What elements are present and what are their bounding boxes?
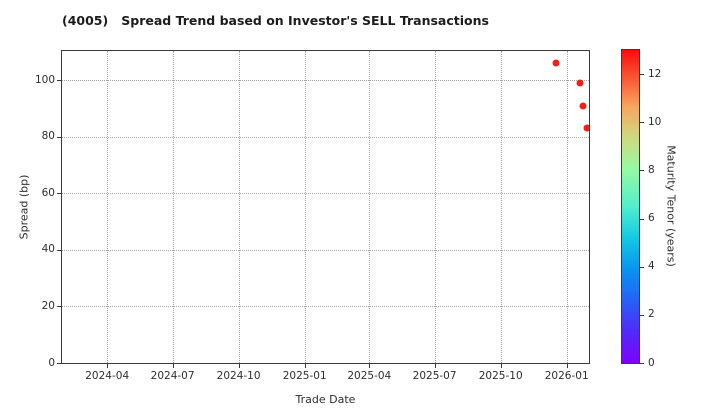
x-tick-mark	[107, 364, 109, 368]
y-gridline	[62, 249, 589, 251]
x-gridline	[172, 51, 174, 363]
y-tick-label: 60	[41, 186, 55, 199]
y-gridline	[62, 80, 589, 82]
x-tick-label: 2024-10	[216, 370, 261, 382]
x-tick-mark	[172, 364, 174, 368]
plot-area	[61, 50, 590, 364]
x-axis-label: Trade Date	[295, 393, 356, 406]
colorbar-tick-label: 0	[648, 356, 655, 369]
y-tick-label: 100	[34, 73, 55, 86]
y-tick-mark	[57, 193, 61, 195]
x-gridline	[304, 51, 306, 363]
y-gridline	[62, 136, 589, 138]
y-tick-label: 40	[41, 243, 55, 256]
x-tick-label: 2025-04	[347, 370, 392, 382]
x-tick-label: 2026-01	[544, 370, 589, 382]
x-gridline	[238, 51, 240, 363]
scatter-point	[552, 59, 560, 67]
colorbar-tick-mark	[640, 122, 644, 124]
x-tick-label: 2024-07	[150, 370, 195, 382]
colorbar-tick-mark	[640, 363, 644, 364]
x-tick-mark	[566, 364, 568, 368]
scatter-point	[576, 79, 584, 87]
colorbar-tick-label: 4	[648, 260, 655, 273]
colorbar-tick-mark	[640, 170, 644, 172]
x-gridline	[434, 51, 436, 363]
x-tick-mark	[369, 364, 371, 368]
y-tick-mark	[57, 80, 61, 82]
colorbar-tick-mark	[640, 74, 644, 76]
y-tick-mark	[57, 136, 61, 138]
x-tick-label: 2025-01	[282, 370, 327, 382]
y-tick-mark	[57, 249, 61, 251]
y-tick-label: 20	[41, 299, 55, 312]
x-gridline	[566, 51, 568, 363]
x-tick-label: 2024-04	[85, 370, 130, 382]
x-tick-label: 2025-10	[478, 370, 523, 382]
y-tick-label: 80	[41, 130, 55, 143]
x-tick-mark	[238, 364, 240, 368]
colorbar-tick-mark	[640, 266, 644, 268]
y-tick-label: 0	[48, 356, 55, 369]
x-tick-mark	[500, 364, 502, 368]
colorbar-tick-mark	[640, 314, 644, 316]
scatter-point	[579, 102, 587, 110]
colorbar-tick-label: 6	[648, 212, 655, 224]
x-tick-mark	[304, 364, 306, 368]
scatter-point	[583, 124, 589, 132]
x-tick-label: 2025-07	[412, 370, 457, 382]
y-gridline	[62, 193, 589, 195]
colorbar-tick-label: 10	[648, 115, 662, 128]
x-gridline	[107, 51, 109, 363]
x-tick-mark	[434, 364, 436, 368]
colorbar-tick-label: 2	[648, 308, 655, 321]
colorbar-tick-label: 12	[648, 67, 662, 80]
x-gridline	[500, 51, 502, 363]
y-tick-mark	[57, 363, 61, 364]
chart-title: (4005) Spread Trend based on Investor's …	[62, 13, 489, 28]
y-axis-label: Spread (bp)	[17, 174, 31, 240]
colorbar-tick-mark	[640, 218, 644, 220]
y-tick-mark	[57, 306, 61, 308]
x-gridline	[369, 51, 371, 363]
y-gridline	[62, 306, 589, 308]
colorbar-tick-label: 8	[648, 163, 655, 176]
colorbar	[621, 49, 640, 364]
